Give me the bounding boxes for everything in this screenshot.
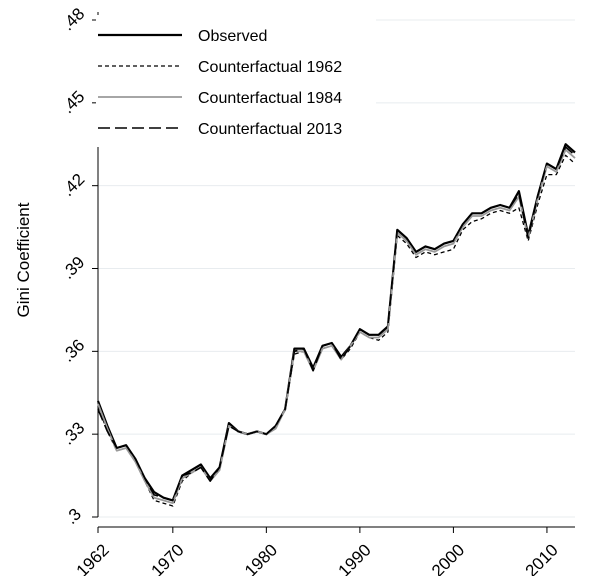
legend-background — [96, 15, 376, 147]
y-tick-label: .48 — [58, 4, 88, 34]
legend-label: Counterfactual 2013 — [198, 121, 342, 138]
legend-label: Counterfactual 1984 — [198, 90, 342, 107]
series-line — [97, 148, 576, 505]
legend-label: Observed — [198, 28, 267, 45]
y-tick-label: .42 — [58, 170, 88, 200]
legend-label: Counterfactual 1962 — [198, 59, 342, 76]
x-tick-label: 1962 — [73, 540, 113, 576]
legend: Observed Counterfactual 1962 Counterfactua… — [96, 15, 376, 147]
x-tick-label: 2000 — [428, 540, 468, 576]
x-tick-label: 1980 — [241, 540, 281, 576]
series-lines — [96, 143, 576, 507]
y-tick-label: .36 — [58, 336, 88, 366]
y-tick-label: .33 — [58, 418, 88, 448]
y-axis-title: Gini Coefficient — [14, 202, 33, 317]
series-line — [96, 143, 576, 502]
y-tick-label: .39 — [58, 253, 88, 283]
series-line — [97, 146, 576, 502]
y-tick-label: .3 — [62, 505, 85, 528]
x-tick-label: 1990 — [335, 540, 375, 576]
y-tick-label: .45 — [58, 87, 88, 117]
x-tick-label: 2010 — [522, 540, 562, 576]
x-tick-label: 1970 — [147, 540, 187, 576]
